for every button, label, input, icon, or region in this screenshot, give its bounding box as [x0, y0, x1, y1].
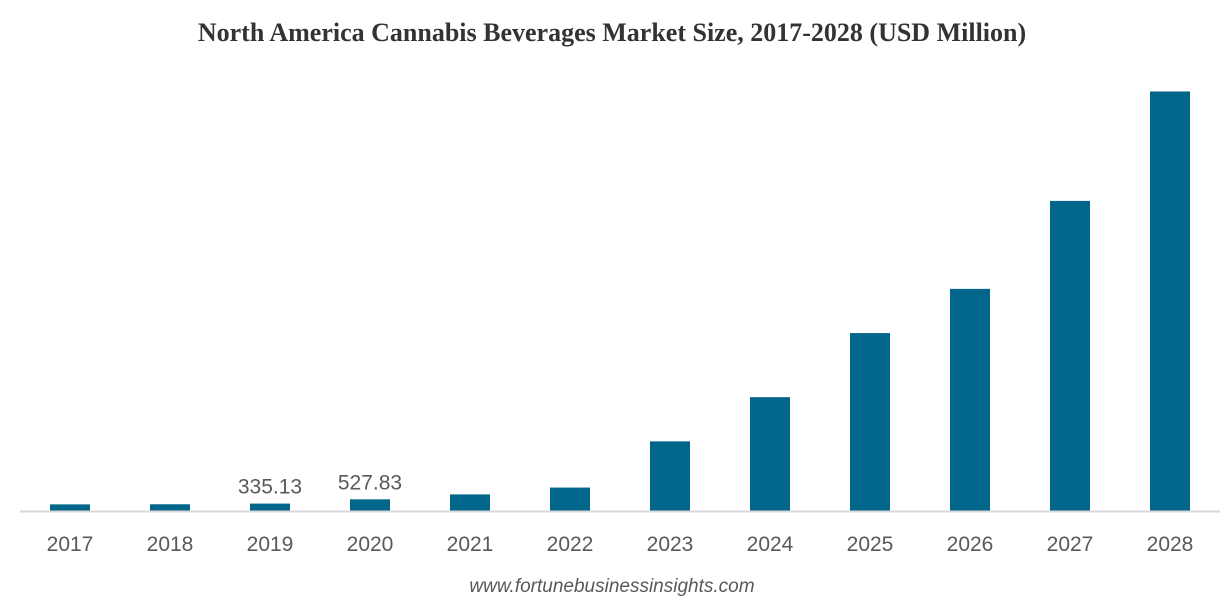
data-label-2019: 335.13: [238, 476, 302, 499]
bar-2027: [1050, 200, 1090, 511]
data-label-2020: 527.83: [338, 471, 402, 494]
x-tick-2025: 2025: [847, 533, 894, 556]
data-labels: 335.13 527.83: [238, 471, 402, 498]
x-tick-2026: 2026: [947, 533, 994, 556]
x-tick-2021: 2021: [447, 533, 494, 556]
bar-2023: [650, 441, 690, 511]
bar-2024: [750, 397, 790, 511]
source-url: www.fortunebusinessinsights.com: [469, 576, 755, 597]
bars-group: [50, 91, 1190, 511]
chart-title: North America Cannabis Beverages Market …: [197, 18, 1027, 47]
x-tick-2019: 2019: [247, 533, 294, 556]
bar-2028: [1150, 91, 1190, 511]
x-tick-2028: 2028: [1147, 533, 1194, 556]
bar-2025: [850, 333, 890, 511]
x-tick-2018: 2018: [147, 533, 194, 556]
bar-2026: [950, 288, 990, 511]
x-tick-2017: 2017: [47, 533, 94, 556]
bar-2017: [50, 504, 90, 511]
bar-2022: [550, 487, 590, 511]
bar-2018: [150, 504, 190, 511]
bar-2019: [250, 503, 290, 511]
bar-2020: [350, 499, 390, 511]
x-tick-labels: 2017 2018 2019 2020 2021 2022 2023 2024 2025 2026…: [47, 533, 1194, 556]
x-tick-2027: 2027: [1047, 533, 1094, 556]
bar-2021: [450, 494, 490, 511]
x-tick-2024: 2024: [747, 533, 794, 556]
x-tick-2020: 2020: [347, 533, 394, 556]
x-tick-2022: 2022: [547, 533, 594, 556]
x-tick-2023: 2023: [647, 533, 694, 556]
